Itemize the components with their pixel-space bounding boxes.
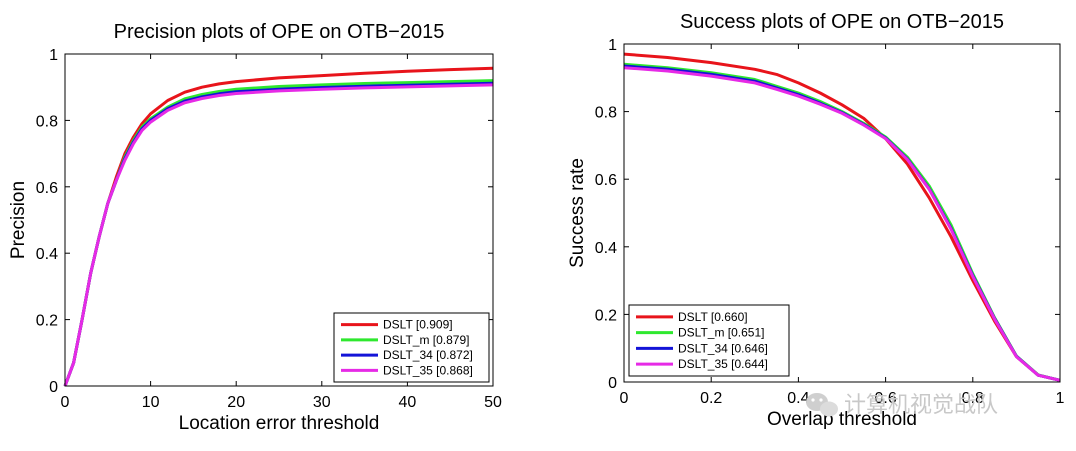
x-tick-label: 30: [313, 394, 331, 411]
x-axis-label: Location error threshold: [179, 413, 380, 434]
tick-labels: 0 10 20 30 40 50 0 0.2 0.4 0.6 0.8 1: [36, 47, 502, 411]
series-lines: [623, 52, 1061, 382]
plot-frame: [64, 53, 494, 387]
watermark-text: 计算机视觉战队: [844, 393, 998, 418]
plot-frame: [623, 43, 1061, 383]
legend-label: DSLT_34 [0.646]: [678, 341, 768, 355]
y-tick-label: 0.4: [595, 240, 617, 257]
x-tick-label: 0: [61, 394, 70, 411]
y-tick-label: 0.2: [595, 307, 617, 324]
y-axis-label: Success rate: [567, 158, 588, 268]
x-axis-label: Overlap threshold: [767, 409, 917, 430]
success-chart: Success plots of OPE on OTB−2015 Overlap…: [567, 11, 1065, 430]
tick-labels: 0 0.2 0.4 0.6 0.8 1 0 0.2 0.4 0.6 0.8 1: [595, 37, 1065, 407]
x-tick-label: 10: [142, 394, 160, 411]
legend-label: DSLT_35 [0.868]: [383, 363, 473, 377]
y-tick-label: 0.2: [36, 313, 58, 330]
x-tick-label: 0.8: [962, 390, 984, 407]
chart-title: Precision plots of OPE on OTB−2015: [114, 21, 445, 43]
x-tick-label: 0.2: [700, 390, 722, 407]
legend-label: DSLT [0.660]: [678, 310, 748, 324]
legend-label: DSLT [0.909]: [383, 318, 453, 332]
legend: DSLT [0.909]DSLT_m [0.879]DSLT_34 [0.872…: [333, 312, 490, 383]
y-tick-label: 0: [49, 379, 58, 396]
y-tick-label: 0.6: [595, 172, 617, 189]
y-tick-label: 0: [608, 375, 617, 392]
legend-label: DSLT_35 [0.644]: [678, 357, 768, 371]
x-tick-label: 0: [620, 390, 629, 407]
wechat-icon: [806, 393, 838, 417]
y-tick-label: 0.8: [595, 105, 617, 122]
x-tick-label: 40: [399, 394, 417, 411]
chart-title: Success plots of OPE on OTB−2015: [680, 11, 1004, 33]
watermark: 计算机视觉战队: [806, 393, 998, 418]
y-axis-label: Precision: [8, 181, 29, 259]
series-line: [623, 66, 1061, 382]
x-tick-label: 0.4: [787, 390, 809, 407]
y-tick-label: 0.4: [36, 246, 58, 263]
y-tick-label: 1: [49, 47, 58, 64]
legend-label: DSLT_m [0.879]: [383, 333, 469, 347]
legend-label: DSLT_m [0.651]: [678, 326, 764, 340]
x-tick-label: 1: [1056, 390, 1065, 407]
precision-chart: Precision plots of OPE on OTB−2015 Locat…: [8, 21, 502, 434]
legend: DSLT [0.660] DSLT_m [0.651]DSLT_34 [0.646…: [628, 304, 790, 377]
y-tick-label: 0.8: [36, 113, 58, 130]
x-tick-label: 0.6: [874, 390, 896, 407]
x-tick-label: 20: [227, 394, 245, 411]
y-tick-label: 1: [608, 37, 617, 54]
series-line: [63, 83, 494, 387]
y-tick-label: 0.6: [36, 180, 58, 197]
legend-label: DSLT_34 [0.872]: [383, 348, 473, 362]
series-lines: [63, 66, 494, 387]
x-tick-label: 50: [484, 394, 502, 411]
